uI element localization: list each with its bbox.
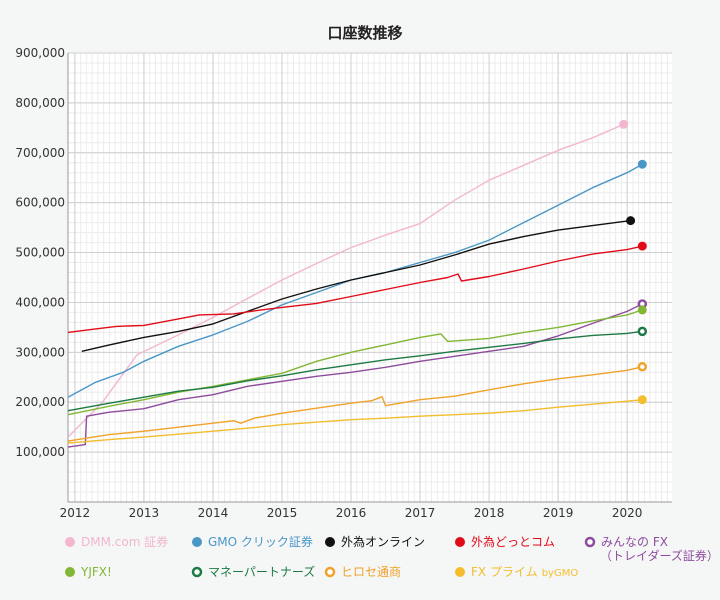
x-tick-label: 2013 — [129, 506, 160, 520]
y-tick-label: 700,000 — [15, 146, 65, 160]
y-tick-label: 900,000 — [15, 46, 65, 60]
legend-sublabel-5: （トレイダーズ証券） — [600, 548, 719, 563]
legend-marker-3 — [325, 537, 335, 547]
series-end-marker-2 — [637, 159, 647, 169]
legend-label-4: 外為どっとコム — [471, 535, 555, 549]
series-end-marker-7 — [637, 326, 648, 337]
x-tick-label: 2019 — [543, 506, 574, 520]
y-tick-label: 300,000 — [15, 345, 65, 359]
legend-label-5: みんなの FX — [601, 535, 668, 549]
legend-marker-6 — [65, 567, 75, 577]
series-end-marker-6 — [637, 305, 647, 315]
x-tick-label: 2020 — [612, 506, 643, 520]
y-tick-label: 600,000 — [15, 196, 65, 210]
x-tick-label: 2015 — [267, 506, 298, 520]
legend-sublabel-9: byGMO — [542, 568, 579, 579]
legend-label-8: ヒロセ通商 — [341, 564, 401, 579]
grid — [68, 52, 672, 503]
legend-marker-7 — [191, 566, 203, 578]
series-end-marker-3 — [626, 216, 636, 226]
legend: DMM.com 証券 GMO クリック証券 外為オンライン 外為どっとコム みんなの F… — [65, 534, 719, 579]
series-line-5 — [67, 303, 643, 448]
legend-marker-8 — [324, 566, 336, 578]
series-line-6 — [67, 309, 643, 416]
series-end-marker-1 — [619, 119, 629, 129]
y-tick-label: 800,000 — [15, 96, 65, 110]
series-lines — [67, 123, 643, 448]
series-line-1 — [67, 123, 624, 438]
plot-area — [68, 53, 672, 502]
x-tick-label: 2012 — [60, 506, 91, 520]
series-line-8 — [67, 366, 643, 442]
legend-label-2: GMO クリック証券 — [208, 534, 313, 549]
series-end-marker-8 — [637, 362, 648, 372]
legend-label-9: FX プライム — [471, 565, 538, 579]
axes: 100,000 200,000 300,000 400,000 500,000 600,0… — [15, 46, 672, 520]
series-line-9 — [67, 399, 643, 444]
legend-label-3: 外為オンライン — [341, 535, 425, 549]
legend-label-1: DMM.com 証券 — [81, 534, 168, 549]
y-tick-label: 200,000 — [15, 395, 65, 409]
x-tick-label: 2014 — [198, 506, 229, 520]
series-line-7 — [67, 330, 643, 412]
y-tick-label: 100,000 — [15, 445, 65, 459]
series-end-marker-4 — [637, 241, 647, 251]
series-end-markers — [619, 119, 648, 405]
x-tick-label: 2018 — [474, 506, 505, 520]
legend-label-6: YJFX! — [80, 565, 112, 579]
series-line-4 — [67, 245, 643, 334]
x-tick-label: 2016 — [336, 506, 367, 520]
legend-marker-5 — [584, 536, 596, 548]
y-tick-label: 400,000 — [15, 295, 65, 309]
y-tick-label: 500,000 — [15, 246, 65, 260]
legend-marker-1 — [65, 537, 75, 547]
x-tick-label: 2017 — [405, 506, 436, 520]
series-end-marker-9 — [637, 395, 647, 405]
chart-title: 口座数推移 — [327, 24, 402, 42]
series-line-3 — [81, 219, 631, 352]
legend-label-7: マネーパートナーズ — [208, 564, 315, 579]
legend-marker-9 — [455, 567, 465, 577]
legend-marker-4 — [455, 537, 465, 547]
legend-marker-2 — [192, 537, 202, 547]
